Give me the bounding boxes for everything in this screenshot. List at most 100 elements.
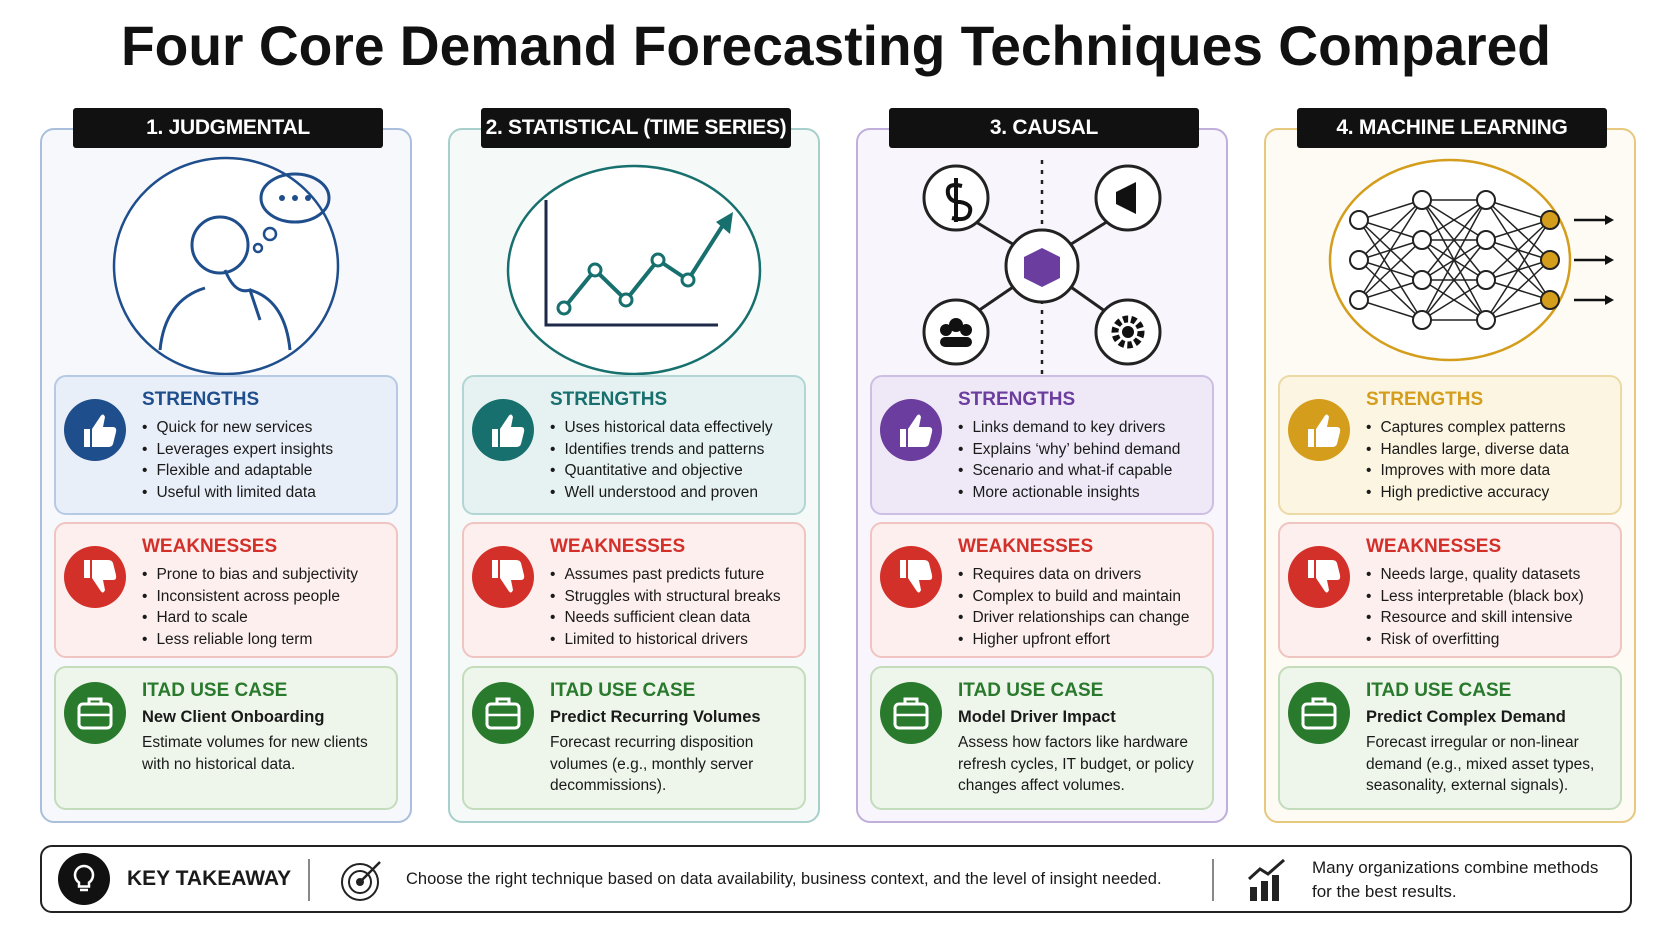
column-heading: 1. JUDGMENTAL	[73, 108, 383, 148]
use-case-name: Model Driver Impact	[958, 708, 1116, 726]
icon-shape	[1311, 697, 1327, 704]
column-heading: 2. STATISTICAL (TIME SERIES)	[481, 108, 791, 148]
list-item: Well understood and proven	[550, 482, 773, 504]
icon-shape	[359, 861, 381, 883]
box-title: ITAD USE CASE	[1366, 680, 1512, 701]
icon-shape	[1485, 299, 1551, 321]
icon-shape	[64, 682, 126, 744]
icon-shape	[949, 318, 963, 332]
icon-shape	[341, 863, 379, 901]
icon-shape	[1605, 295, 1614, 305]
box-icon	[880, 399, 942, 461]
icon-shape	[1421, 239, 1487, 321]
use-case-name: Predict Recurring Volumes	[550, 708, 761, 726]
icon-shape	[1485, 219, 1551, 241]
weaknesses-box: WEAKNESSES Requires data on driversComple…	[870, 522, 1214, 658]
icon-shape	[1485, 199, 1551, 221]
strengths-box: STRENGTHS Quick for new servicesLeverages…	[54, 375, 398, 515]
takeaway-text: Choose the right technique based on data…	[406, 870, 1162, 888]
icon-shape	[348, 870, 372, 894]
box-list: Assumes past predicts futureStruggles wi…	[550, 564, 781, 651]
list-item: Inconsistent across people	[142, 586, 358, 608]
box-icon	[64, 682, 126, 744]
icon-shape	[1421, 199, 1487, 241]
weaknesses-box: WEAKNESSES Assumes past predicts futureSt…	[462, 522, 806, 658]
list-item: Driver relationships can change	[958, 607, 1189, 629]
use-case-text: Forecast irregular or non-linear demand …	[1366, 734, 1595, 794]
icon-shape	[492, 414, 525, 447]
box-icon	[64, 399, 126, 461]
growth-icon	[1247, 858, 1285, 901]
icon-shape	[1349, 250, 1369, 270]
title-area: Four Core Demand Forecasting Techniques …	[121, 14, 1551, 77]
list-item: Needs large, quality datasets	[1366, 564, 1584, 586]
box-icon	[472, 682, 534, 744]
icon-shape	[900, 414, 933, 447]
icon-shape	[158, 286, 292, 351]
icon-shape	[1421, 279, 1487, 321]
column-heading: 3. CAUSAL	[889, 108, 1199, 148]
icon-shape	[84, 560, 117, 593]
use-case-box: ITAD USE CASE Predict Recurring Volumes Fo…	[462, 666, 806, 810]
technique-icon	[1328, 158, 1614, 362]
bulb-icon	[58, 853, 110, 905]
icon-shape	[1540, 210, 1560, 230]
page-title: Four Core Demand Forecasting Techniques …	[121, 14, 1551, 77]
icon-shape	[1421, 199, 1487, 281]
technique-column: 4. MACHINE LEARNING STRENGTHS Captures co…	[1264, 108, 1636, 823]
list-item: Identifies trends and patterns	[550, 439, 773, 461]
icon-shape	[492, 560, 525, 593]
icon-shape	[1605, 255, 1614, 265]
icon-shape	[716, 212, 733, 234]
box-title: STRENGTHS	[958, 389, 1076, 410]
icon-shape	[1308, 414, 1341, 447]
icon-shape	[1288, 682, 1350, 744]
icon-shape	[190, 215, 250, 275]
box-list: Quick for new servicesLeverages expert i…	[142, 417, 333, 503]
icon-shape	[1024, 248, 1060, 287]
box-icon	[472, 546, 534, 608]
use-case-text: Assess how factors like hardware refresh…	[958, 734, 1194, 794]
list-item: Needs sufficient clean data	[550, 607, 781, 629]
list-item: Links demand to key drivers	[958, 417, 1180, 439]
use-case-name: Predict Complex Demand	[1366, 708, 1566, 726]
list-item: Scenario and what-if capable	[958, 460, 1180, 482]
box-list: Requires data on driversComplex to build…	[958, 564, 1189, 650]
icon-shape	[292, 195, 298, 201]
use-case-box: ITAD USE CASE Predict Complex Demand Forec…	[1278, 666, 1622, 810]
icon-shape	[1476, 270, 1496, 290]
list-item: Risk of overfitting	[1366, 629, 1584, 651]
icon-shape	[900, 560, 933, 593]
icon-shape	[495, 697, 511, 704]
icon-shape	[1421, 199, 1487, 321]
list-item: Hard to scale	[142, 607, 358, 629]
icon-shape	[252, 242, 264, 254]
technique-column: 3. CAUSAL STRENGTHS Links demand to key d…	[856, 108, 1228, 823]
icon-shape	[940, 337, 972, 347]
icon-shape	[1412, 190, 1432, 210]
list-item: Quantitative and objective	[550, 460, 773, 482]
icon-shape	[262, 226, 278, 242]
icon-shape	[1412, 310, 1432, 330]
box-icon	[64, 546, 126, 608]
list-item: Prone to bias and subjectivity	[142, 564, 358, 586]
icon-shape	[1349, 210, 1369, 230]
icon-shape	[1122, 326, 1134, 338]
list-item: Limited to historical drivers	[550, 629, 781, 651]
box-icon	[1288, 546, 1350, 608]
list-item: Struggles with structural breaks	[550, 586, 780, 608]
icon-shape	[1412, 270, 1432, 290]
icon-shape	[1261, 881, 1268, 901]
icon-shape	[1111, 315, 1145, 349]
box-title: WEAKNESSES	[550, 536, 686, 557]
icon-shape	[1485, 219, 1551, 281]
icon-shape	[618, 292, 634, 308]
target-icon	[341, 861, 381, 901]
icon-shape	[1358, 199, 1423, 261]
icon-shape	[506, 164, 762, 376]
list-item: Assumes past predicts future	[550, 564, 781, 586]
icon-shape	[556, 300, 572, 316]
icon-shape	[945, 178, 973, 222]
